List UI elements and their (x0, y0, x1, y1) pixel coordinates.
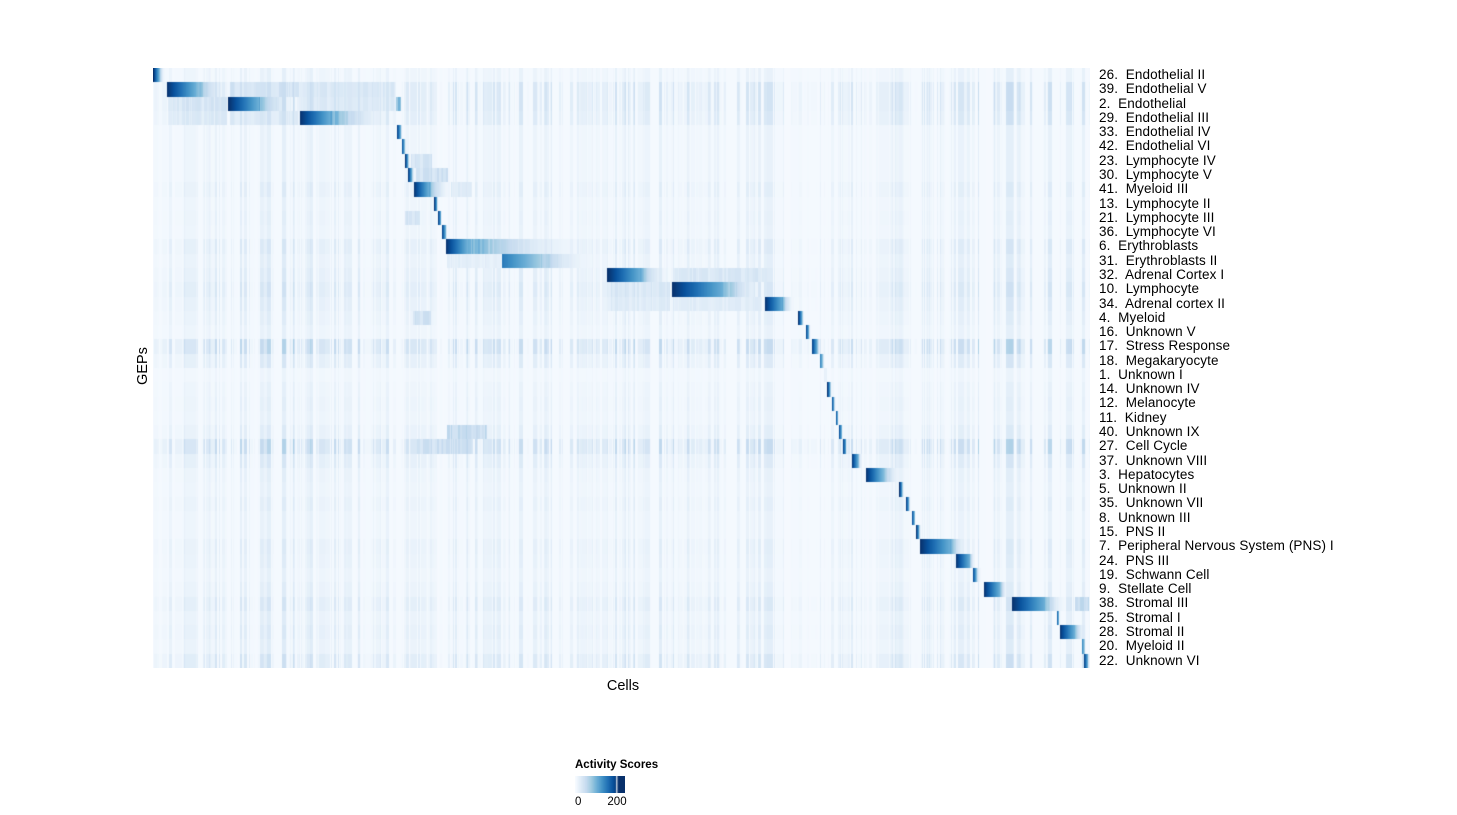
gep-row-label: 42. Endothelial VI (1099, 138, 1211, 154)
gep-row-label: 30. Lymphocyte V (1099, 166, 1213, 182)
gep-row-label: 18. Megakaryocyte (1099, 352, 1219, 368)
gep-row-label: 13. Lymphocyte II (1099, 195, 1211, 211)
gep-row-label: 23. Lymphocyte IV (1099, 152, 1216, 168)
gep-row-label: 34. Adrenal cortex II (1099, 295, 1226, 311)
gep-row-label: 37. Unknown VIII (1099, 452, 1208, 468)
gep-row-label: 41. Myeloid III (1099, 181, 1189, 197)
gep-row-label: 26. Endothelial II (1099, 67, 1206, 82)
gep-row-label: 32. Adrenal Cortex I (1099, 266, 1225, 282)
gep-row-label: 5. Unknown II (1099, 481, 1187, 497)
gep-row-label: 38. Stromal III (1099, 595, 1189, 611)
gep-row-labels: 26. Endothelial II 39. Endothelial V 2. En… (1099, 67, 1334, 668)
legend-title: Activity Scores (575, 759, 659, 771)
gep-row-label: 40. Unknown IX (1099, 424, 1200, 440)
gep-row-label: 39. Endothelial V (1099, 81, 1207, 97)
gep-row-label: 17. Stress Response (1099, 338, 1231, 354)
gep-row-label: 28. Stromal II (1099, 623, 1185, 639)
gep-row-label: 15. PNS II (1099, 524, 1166, 539)
gep-row-label: 36. Lymphocyte VI (1099, 224, 1216, 240)
gep-row-label: 20. Myeloid II (1099, 638, 1185, 654)
gep-row-label: 4. Myeloid (1099, 309, 1166, 325)
gep-row-label: 22. Unknown VI (1099, 652, 1200, 668)
legend: Activity Scores 0 200 (575, 759, 715, 809)
legend-tick-labels: 0 200 (575, 796, 715, 809)
gep-row-label: 11. Kidney (1099, 409, 1167, 425)
legend-tick-label-200: 200 (607, 796, 627, 808)
gep-row-label: 19. Schwann Cell (1099, 566, 1210, 582)
legend-tick-label-0: 0 (575, 796, 582, 808)
gep-row-label: 16. Unknown V (1099, 324, 1196, 340)
gep-row-label: 3. Hepatocytes (1099, 466, 1195, 482)
gep-row-label: 24. PNS III (1099, 552, 1170, 568)
gep-row-label: 21. Lymphocyte III (1099, 209, 1215, 225)
gep-row-label: 12. Melanocyte (1099, 395, 1196, 411)
heatmap-canvas (153, 68, 1090, 668)
gep-row-label: 9. Stellate Cell (1099, 581, 1192, 597)
gep-row-label: 2. Endothelial (1099, 95, 1187, 111)
gep-row-label: 31. Erythroblasts II (1099, 252, 1218, 268)
gep-row-label: 8. Unknown III (1099, 509, 1191, 525)
legend-colorbar (575, 776, 625, 793)
gep-row-label: 6. Erythroblasts (1099, 238, 1199, 254)
gep-row-label: 14. Unknown IV (1099, 381, 1200, 397)
gep-row-label: 25. Stromal I (1099, 609, 1181, 625)
gep-row-label: 35. Unknown VII (1099, 495, 1204, 511)
x-axis-label-cells: Cells (606, 678, 640, 694)
gep-row-label: 10. Lymphocyte (1099, 281, 1200, 297)
y-axis-label-geps: GEPs (135, 347, 151, 385)
gep-row-label: 27. Cell Cycle (1099, 438, 1188, 454)
gep-row-label: 33. Endothelial IV (1099, 124, 1211, 140)
gep-row-label: 7. Peripheral Nervous System (PNS) I (1099, 538, 1334, 554)
gep-row-label: 1. Unknown I (1099, 366, 1183, 382)
gep-row-label: 29. Endothelial III (1099, 109, 1210, 125)
